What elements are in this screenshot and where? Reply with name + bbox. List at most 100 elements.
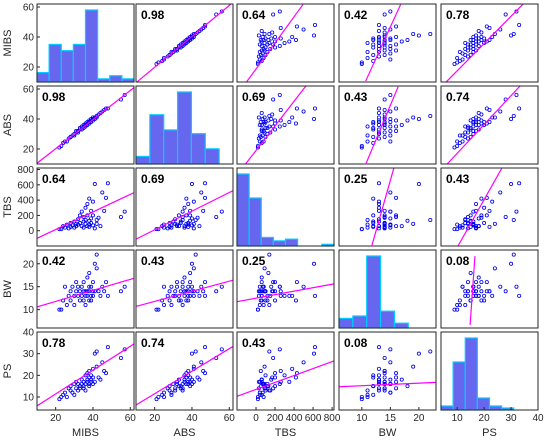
data-point-bw-abs-17 xyxy=(388,124,393,129)
data-point-tbs-bw-20 xyxy=(271,280,276,285)
data-point-ps-bw-28 xyxy=(479,298,484,303)
data-point-mibs-bw-14 xyxy=(77,298,82,303)
data-point-tbs-ps-44 xyxy=(278,368,283,373)
data-point-tbs-mibs-28 xyxy=(293,38,298,43)
data-point-abs-bw-13 xyxy=(175,284,180,289)
data-point-tbs-ps-32 xyxy=(269,377,274,382)
data-point-abs-bw-40 xyxy=(191,266,196,271)
data-point-bw-abs-47 xyxy=(382,97,387,102)
data-point-mibs-bw-42 xyxy=(98,293,103,298)
y-tick-label-ps-20: 20 xyxy=(23,371,35,382)
y-tick-label-tbs-400: 400 xyxy=(17,196,34,207)
data-point-ps-mibs-45 xyxy=(484,24,489,29)
y-tick-label-mibs-20: 20 xyxy=(23,63,35,74)
data-point-tbs-bw-39 xyxy=(267,252,272,257)
data-point-abs-tbs-25 xyxy=(186,201,191,206)
data-point-mibs-bw-49 xyxy=(59,307,64,312)
data-point-abs-bw-5 xyxy=(167,289,172,294)
correlation-label-tbs-abs: 0.69 xyxy=(242,90,266,104)
data-point-mibs-tbs-43 xyxy=(100,190,105,195)
data-point-abs-ps-36 xyxy=(188,375,193,380)
data-point-mibs-bw-46 xyxy=(105,293,110,298)
data-point-tbs-mibs-37 xyxy=(256,33,261,38)
data-point-ps-abs-43 xyxy=(498,109,503,114)
correlation-label-ps-tbs: 0.43 xyxy=(446,172,470,186)
data-point-bw-ps-32 xyxy=(388,377,393,382)
data-point-tbs-abs-0 xyxy=(255,145,260,150)
data-point-tbs-bw-36 xyxy=(273,280,278,285)
data-point-tbs-mibs-12 xyxy=(268,47,273,52)
data-point-mibs-bw-47 xyxy=(118,289,123,294)
cell-bw-abs-background xyxy=(339,86,436,164)
data-point-abs-bw-20 xyxy=(180,280,185,285)
data-point-ps-bw-43 xyxy=(498,284,503,289)
data-point-tbs-mibs-40 xyxy=(262,32,267,37)
data-point-bw-mibs-31 xyxy=(376,36,381,41)
cell-tbs-tbs-frame xyxy=(236,167,335,247)
data-point-bw-abs-20 xyxy=(394,124,399,129)
data-point-ps-tbs-35 xyxy=(490,199,495,204)
fit-line-ps-abs xyxy=(446,85,521,165)
data-point-bw-ps-38 xyxy=(416,351,421,356)
data-point-ps-abs-7 xyxy=(460,133,465,138)
cell-bw-mibs-background xyxy=(339,4,436,82)
data-point-bw-ps-26 xyxy=(382,371,387,376)
data-point-ps-tbs-47 xyxy=(503,214,508,219)
histogram-bar-tbs-3 xyxy=(272,240,287,247)
x-tick-label-tbs-0: 0 xyxy=(253,413,259,424)
data-point-bw-tbs-45 xyxy=(394,195,399,200)
data-point-ps-bw-47 xyxy=(503,289,508,294)
data-point-tbs-abs-16 xyxy=(259,127,264,132)
data-point-bw-tbs-29 xyxy=(405,218,410,223)
cell-bw-tbs-frame xyxy=(338,167,437,247)
data-point-bw-mibs-32 xyxy=(388,36,393,41)
x-tick-label-tbs-800: 800 xyxy=(324,413,341,424)
histogram-bar-ps-4 xyxy=(488,405,503,411)
data-point-tbs-bw-48 xyxy=(277,284,282,289)
data-point-tbs-abs-32 xyxy=(269,117,274,122)
data-point-ps-abs-48 xyxy=(514,93,519,98)
data-point-tbs-abs-15 xyxy=(263,126,268,131)
data-point-abs-ps-45 xyxy=(203,371,208,376)
histogram-bar-tbs-1 xyxy=(248,197,262,247)
data-point-bw-ps-1 xyxy=(371,392,376,397)
y-tick-label-ps-40: 40 xyxy=(23,328,35,339)
correlation-label-abs-tbs: 0.69 xyxy=(141,172,165,186)
data-point-mibs-bw-41 xyxy=(96,289,101,294)
data-point-tbs-ps-0 xyxy=(255,397,260,402)
data-point-tbs-bw-49 xyxy=(255,307,260,312)
cell-mibs-ps-background xyxy=(37,332,134,410)
data-point-mibs-bw-7 xyxy=(70,284,75,289)
cell-ps-bw-frame xyxy=(440,249,539,329)
cell-mibs-tbs-frame xyxy=(36,167,135,247)
data-point-ps-tbs-2 xyxy=(460,225,465,230)
data-point-tbs-abs-25 xyxy=(287,120,292,125)
data-point-abs-bw-10 xyxy=(173,289,178,294)
data-point-abs-tbs-40 xyxy=(191,221,196,226)
data-point-bw-abs-24 xyxy=(399,123,404,128)
y-tick-label-bw-10: 10 xyxy=(23,305,35,316)
data-point-tbs-mibs-14 xyxy=(273,45,278,50)
data-point-abs-tbs-45 xyxy=(203,195,208,200)
x-tick-label-ps-30: 30 xyxy=(505,413,517,424)
data-point-tbs-mibs-45 xyxy=(294,24,299,29)
cell-abs-tbs-background xyxy=(136,168,233,246)
data-point-bw-tbs-27 xyxy=(388,222,393,227)
fit-line-mibs-abs xyxy=(36,87,135,164)
data-point-tbs-abs-12 xyxy=(268,130,273,135)
fit-line-tbs-mibs xyxy=(246,4,304,83)
data-point-tbs-abs-42 xyxy=(259,111,264,116)
data-point-tbs-abs-14 xyxy=(273,127,278,132)
y-tick-label-bw-20: 20 xyxy=(23,259,35,270)
cell-bw-tbs-background xyxy=(339,168,436,246)
data-point-ps-tbs-44 xyxy=(487,208,492,213)
data-point-mibs-ps-3 xyxy=(64,394,69,399)
data-point-bw-ps-37 xyxy=(382,379,387,384)
data-point-abs-bw-42 xyxy=(197,293,202,298)
data-point-tbs-ps-39 xyxy=(267,349,272,354)
data-point-bw-mibs-18 xyxy=(371,42,376,47)
data-point-ps-bw-4 xyxy=(465,293,470,298)
cell-tbs-abs-frame xyxy=(236,85,335,165)
data-point-abs-tbs-27 xyxy=(186,222,191,227)
data-point-tbs-mibs-17 xyxy=(277,44,282,49)
